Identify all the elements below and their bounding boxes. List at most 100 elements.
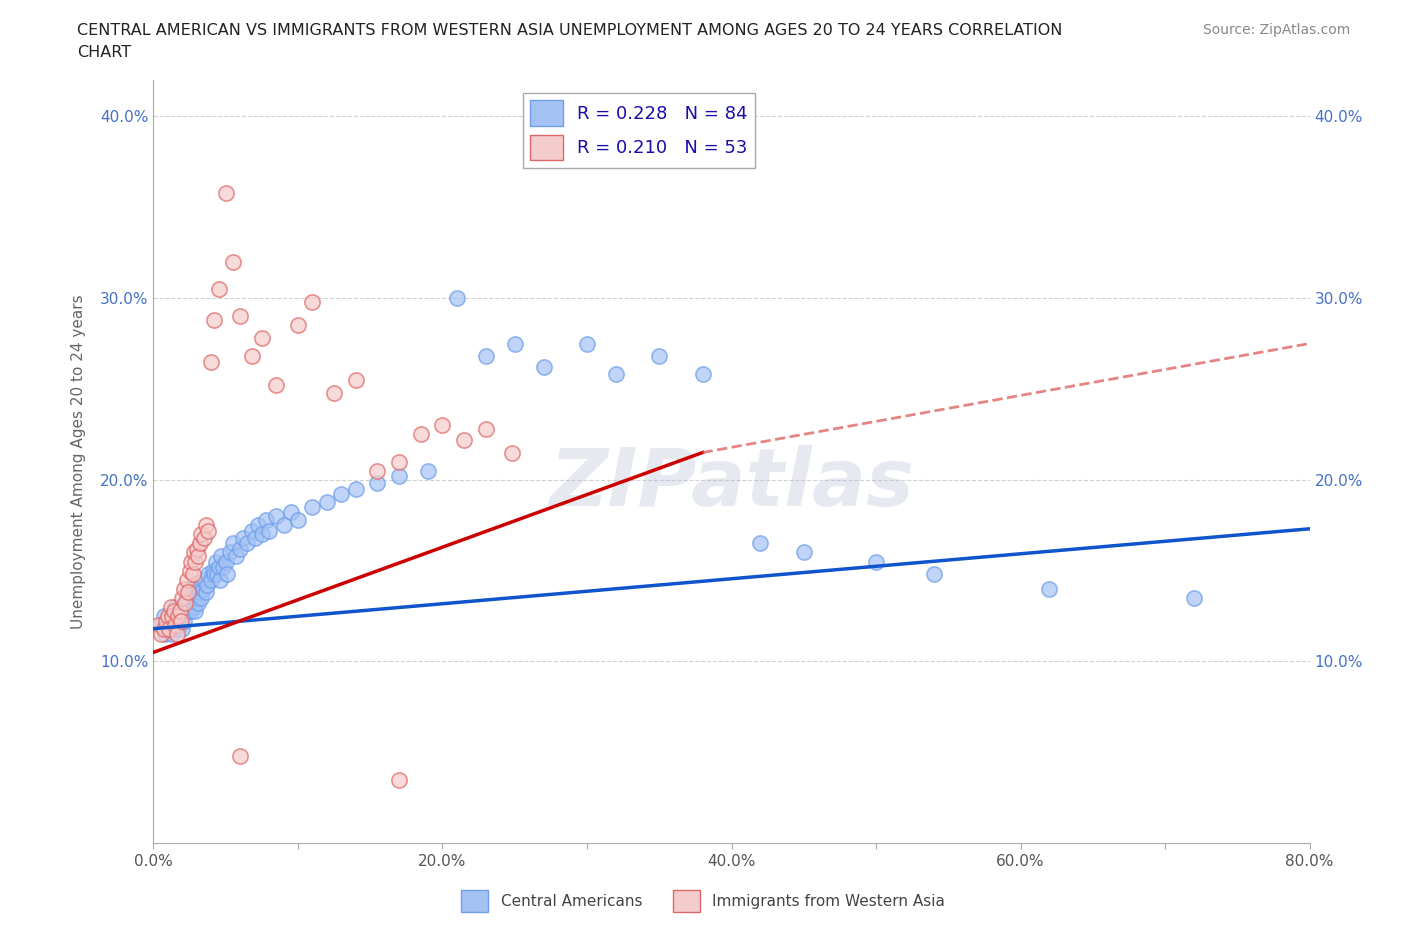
Point: [388, 469, 411, 484]
Point: [240, 349, 263, 364]
Point: [215, 185, 238, 200]
Point: [157, 621, 180, 636]
Point: [229, 541, 252, 556]
Point: [180, 604, 202, 618]
Point: [301, 294, 323, 309]
Point: [432, 418, 454, 432]
Point: [205, 566, 228, 581]
Point: [166, 614, 188, 629]
Point: [167, 604, 190, 618]
Point: [186, 581, 208, 596]
Point: [225, 549, 247, 564]
Point: [186, 541, 208, 556]
Point: [201, 564, 224, 578]
Point: [193, 530, 215, 545]
Point: [648, 349, 671, 364]
Point: [202, 566, 225, 581]
Point: [174, 596, 197, 611]
Text: ZIPatlas: ZIPatlas: [548, 445, 914, 524]
Point: [222, 536, 245, 551]
Point: [153, 627, 176, 642]
Point: [176, 591, 198, 605]
Point: [219, 545, 242, 560]
Point: [172, 600, 194, 615]
Point: [575, 336, 598, 351]
Legend: Central Americans, Immigrants from Western Asia: Central Americans, Immigrants from Weste…: [454, 884, 952, 918]
Point: [287, 512, 309, 527]
Point: [194, 518, 217, 533]
Point: [204, 554, 226, 569]
Point: [416, 463, 439, 478]
Point: [170, 608, 193, 623]
Point: [446, 291, 468, 306]
Point: [149, 627, 172, 642]
Text: Source: ZipAtlas.com: Source: ZipAtlas.com: [1202, 23, 1350, 37]
Point: [922, 566, 945, 581]
Point: [190, 591, 212, 605]
Point: [188, 536, 211, 551]
Point: [166, 627, 188, 642]
Point: [344, 482, 367, 497]
Point: [187, 549, 209, 564]
Point: [170, 614, 193, 629]
Point: [1182, 591, 1205, 605]
Point: [200, 572, 222, 587]
Point: [209, 549, 232, 564]
Point: [250, 331, 273, 346]
Point: [165, 618, 187, 632]
Point: [163, 604, 186, 618]
Point: [229, 309, 252, 324]
Point: [344, 372, 367, 387]
Point: [254, 512, 277, 527]
Text: CHART: CHART: [77, 45, 131, 60]
Point: [409, 427, 432, 442]
Point: [215, 554, 238, 569]
Point: [865, 554, 887, 569]
Point: [187, 596, 209, 611]
Point: [533, 360, 555, 375]
Point: [193, 572, 215, 587]
Legend: R = 0.228   N = 84, R = 0.210   N = 53: R = 0.228 N = 84, R = 0.210 N = 53: [523, 93, 755, 167]
Point: [179, 564, 201, 578]
Point: [232, 530, 254, 545]
Point: [177, 604, 200, 618]
Point: [172, 621, 194, 636]
Point: [183, 600, 205, 615]
Point: [152, 621, 174, 636]
Point: [366, 463, 388, 478]
Point: [366, 476, 388, 491]
Y-axis label: Unemployment Among Ages 20 to 24 years: Unemployment Among Ages 20 to 24 years: [72, 294, 86, 629]
Point: [208, 572, 231, 587]
Point: [194, 585, 217, 600]
Point: [217, 566, 239, 581]
Point: [202, 312, 225, 327]
Point: [173, 581, 195, 596]
Point: [181, 566, 204, 581]
Point: [207, 282, 229, 297]
Point: [174, 604, 197, 618]
Point: [149, 618, 172, 632]
Point: [266, 509, 288, 524]
Point: [177, 585, 200, 600]
Point: [475, 421, 498, 436]
Point: [179, 596, 201, 611]
Point: [183, 545, 205, 560]
Point: [165, 600, 187, 615]
Point: [152, 608, 174, 623]
Point: [156, 608, 179, 623]
Point: [156, 614, 179, 629]
Point: [184, 604, 207, 618]
Point: [179, 581, 201, 596]
Point: [501, 445, 523, 460]
Point: [173, 614, 195, 629]
Text: CENTRAL AMERICAN VS IMMIGRANTS FROM WESTERN ASIA UNEMPLOYMENT AMONG AGES 20 TO 2: CENTRAL AMERICAN VS IMMIGRANTS FROM WEST…: [77, 23, 1063, 38]
Point: [197, 566, 219, 581]
Point: [240, 524, 263, 538]
Point: [162, 608, 184, 623]
Point: [388, 772, 411, 787]
Point: [207, 560, 229, 575]
Point: [146, 618, 169, 632]
Point: [155, 614, 177, 629]
Point: [287, 318, 309, 333]
Point: [1038, 581, 1060, 596]
